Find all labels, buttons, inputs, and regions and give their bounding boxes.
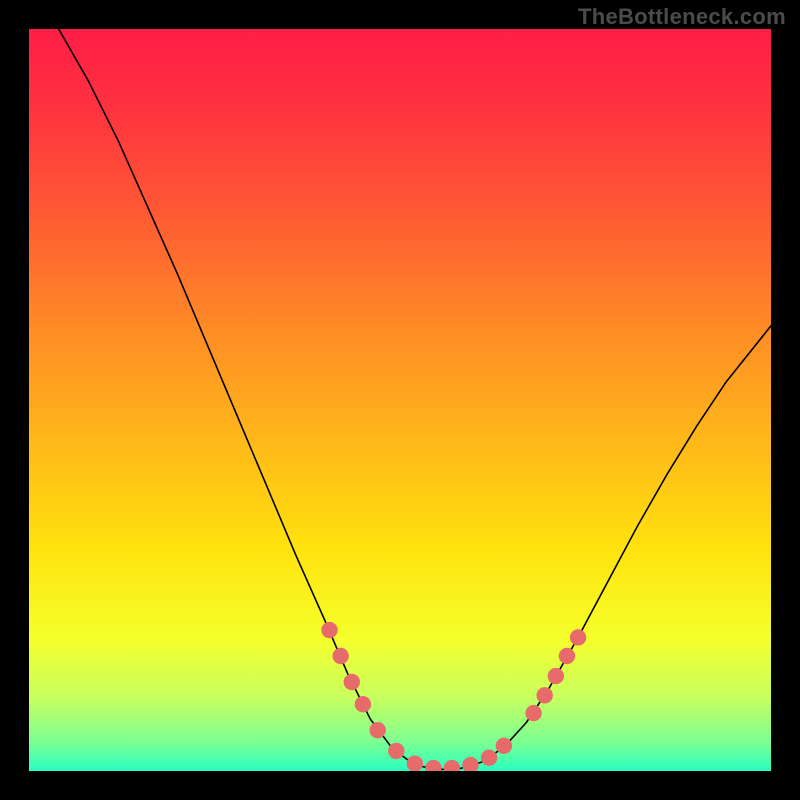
chart-gradient-background (29, 29, 771, 771)
data-marker (321, 622, 337, 638)
data-marker (525, 705, 541, 721)
data-marker (407, 755, 423, 771)
data-marker (462, 757, 478, 773)
data-marker (355, 696, 371, 712)
data-marker (548, 668, 564, 684)
data-marker (370, 722, 386, 738)
data-marker (570, 629, 586, 645)
chart-container: TheBottleneck.com (0, 0, 800, 800)
data-marker (536, 687, 552, 703)
data-marker (332, 648, 348, 664)
bottleneck-curve-chart (0, 0, 800, 800)
data-marker (388, 743, 404, 759)
data-marker (559, 648, 575, 664)
data-marker (344, 674, 360, 690)
data-marker (496, 738, 512, 754)
watermark-text: TheBottleneck.com (578, 4, 786, 30)
data-marker (481, 749, 497, 765)
